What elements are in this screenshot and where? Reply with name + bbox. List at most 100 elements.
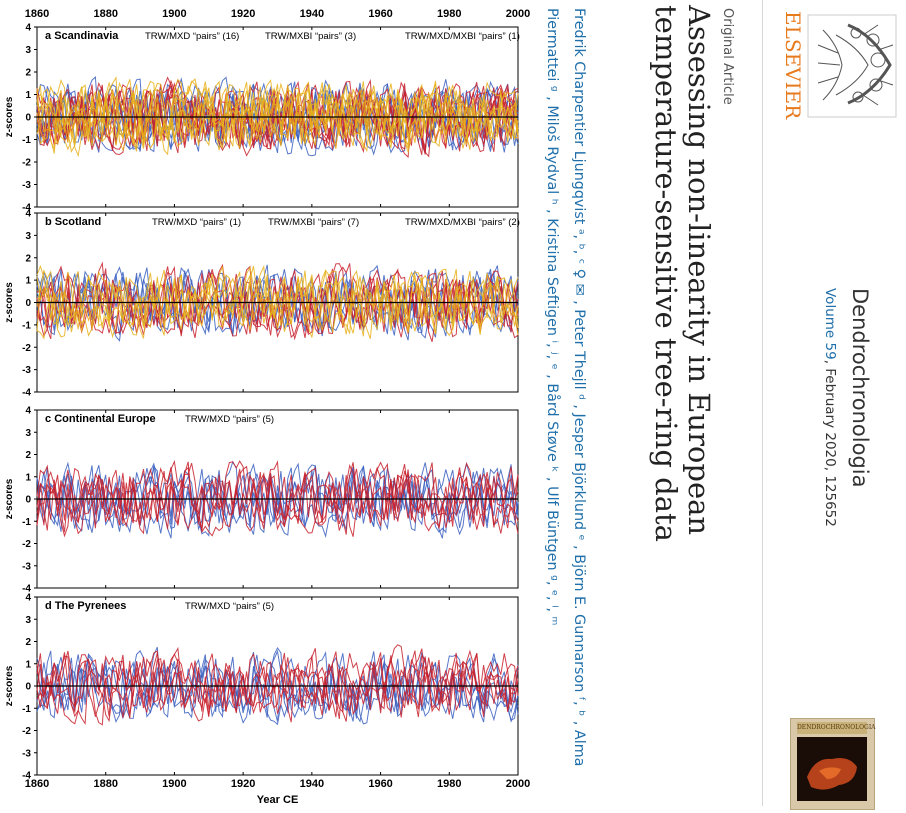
panel-region: Scotland: [55, 216, 101, 228]
y-tick-label: -3: [22, 365, 31, 376]
y-tick-label: -4: [22, 771, 31, 782]
panel-title: c Continental Europe: [45, 413, 156, 425]
y-axis-label: z-scores: [4, 282, 15, 323]
panel-annotation: TRW/MXD/MXBI “pairs” (1): [405, 31, 520, 42]
series-line: [36, 79, 519, 153]
panel-region: The Pyrenees: [55, 600, 127, 612]
y-tick-label: -3: [22, 748, 31, 759]
panel-d: -4 -3 -2 -1 0 1 2 3 4 z-scores d The Pyrenees TRW/M…: [4, 593, 530, 807]
cover-title-band: DENDROCHRONOLOGIA: [797, 722, 876, 734]
x-axis-label: Year CE: [257, 794, 299, 806]
y-tick-label: 1: [25, 659, 31, 670]
x-tick-label: 1980: [437, 778, 461, 790]
series-line: [36, 461, 519, 537]
x-tick-label: 1960: [368, 8, 392, 20]
series-lines: [36, 459, 519, 539]
panel-title: d The Pyrenees: [45, 600, 126, 612]
panel-title: a Scandinavia: [45, 30, 119, 42]
x-tick-label: 1940: [300, 778, 324, 790]
y-tick-label: -4: [22, 203, 31, 214]
series-line: [36, 270, 519, 339]
volume-link[interactable]: Volume 59: [822, 288, 838, 360]
y-tick-label: -4: [22, 584, 31, 595]
cover-title: DENDROCHRONOLOGIA: [797, 724, 876, 731]
series-lines: [36, 644, 519, 726]
y-tick-label: 0: [25, 495, 31, 506]
series-line: [36, 261, 519, 342]
series-line: [36, 648, 519, 725]
y-tick-label: 4: [25, 23, 31, 34]
x-tick-label: 2000: [506, 8, 530, 20]
y-tick-label: -3: [22, 180, 31, 191]
y-tick-label: 4: [25, 209, 31, 220]
y-axis-label: z-scores: [4, 665, 15, 706]
panel-annotation: TRW/MXD “pairs” (5): [185, 414, 274, 425]
y-tick-label: 3: [25, 45, 31, 56]
x-tick-label: 1880: [93, 8, 117, 20]
series-lines: [36, 261, 519, 342]
panel-a: -4 -3 -2 -1 0 1 2 3 4 z-scores a Scandinavia TRW/MX…: [4, 8, 530, 214]
panel-region: Continental Europe: [54, 413, 155, 425]
x-tick-label: 1900: [162, 778, 186, 790]
y-tick-label: 0: [25, 298, 31, 309]
panel-annotation: TRW/MXD/MXBI “pairs” (2): [405, 217, 520, 228]
article-title-line-2: temperature-sensitive tree-ring data: [649, 5, 683, 542]
series-line: [36, 460, 519, 533]
article-title-line-1: Assessing non-linearity in European: [682, 5, 716, 536]
series-line: [36, 646, 519, 723]
article-title[interactable]: Assessing non-linearity in European temp…: [649, 5, 716, 542]
issue-date: , February 2020, 125652: [822, 359, 838, 527]
panel-c: -4 -3 -2 -1 0 1 2 3 4 z-scores c Continental Europ…: [4, 406, 519, 595]
x-tick-label: 1860: [25, 8, 49, 20]
panel-letter: c: [45, 413, 54, 425]
x-tick-label: 1980: [437, 8, 461, 20]
y-tick-label: 3: [25, 231, 31, 242]
panel-annotation: TRW/MXD “pairs” (1): [152, 217, 241, 228]
y-tick-label: 2: [25, 637, 31, 648]
author-line-2[interactable]: Piermattei ᵍ , Miloš Rydval ʰ , Kristina…: [544, 8, 560, 626]
y-tick-label: 4: [25, 593, 31, 604]
panel-letter: b: [45, 216, 55, 228]
journal-cover-image[interactable]: DENDROCHRONOLOGIA: [790, 718, 876, 810]
series-line: [36, 644, 519, 719]
series-line: [36, 461, 519, 537]
panel-letter: d: [45, 600, 55, 612]
y-tick-label: 1: [25, 472, 31, 483]
author-line-1[interactable]: Fredrik Charpentier Ljungqvist ᵃ, ᵇ, ᶜ ♀…: [571, 8, 587, 767]
y-tick-label: 2: [25, 68, 31, 79]
y-tick-label: 4: [25, 406, 31, 417]
author-list[interactable]: Fredrik Charpentier Ljungqvist ᵃ, ᵇ, ᶜ ♀…: [538, 8, 592, 766]
elsevier-logo[interactable]: ELSEVIER: [778, 5, 900, 125]
journal-name[interactable]: Dendrochronologia: [848, 288, 872, 488]
y-tick-label: -2: [22, 158, 31, 169]
series-line: [36, 649, 519, 725]
series-line: [36, 650, 519, 726]
series-line: [36, 81, 519, 158]
panel-annotation: TRW/MXD “pairs” (5): [185, 601, 274, 612]
x-tick-label: 1920: [231, 8, 255, 20]
y-tick-label: 3: [25, 428, 31, 439]
series-line: [36, 465, 519, 535]
x-tick-label: 1880: [93, 778, 117, 790]
y-tick-label: 1: [25, 90, 31, 101]
x-tick-label: 1920: [231, 778, 255, 790]
series-line: [36, 654, 519, 726]
y-tick-label: -1: [22, 704, 31, 715]
article-type-label: Original Article: [720, 8, 735, 105]
y-axis-label: z-scores: [4, 478, 15, 519]
x-tick-label: 1860: [25, 778, 49, 790]
cover-artwork: [797, 737, 867, 801]
y-tick-label: 0: [25, 113, 31, 124]
y-tick-label: -1: [22, 320, 31, 331]
y-tick-label: -4: [22, 388, 31, 399]
x-tick-label: 2000: [506, 778, 530, 790]
y-tick-label: -2: [22, 539, 31, 550]
y-tick-label: -2: [22, 343, 31, 354]
panel-letter: a: [45, 30, 54, 42]
tree-illustration-icon: [807, 14, 897, 118]
panel-annotation: TRW/MXBI “pairs” (7): [268, 217, 359, 228]
series-line: [36, 459, 519, 535]
panel-annotation: TRW/MXD “pairs” (16): [145, 31, 239, 42]
x-tick-label: 1900: [162, 8, 186, 20]
figure-multipanel-chart: -4 -3 -2 -1 0 1 2 3 4 z-scores a Scandinavia TRW/MX…: [4, 8, 530, 807]
